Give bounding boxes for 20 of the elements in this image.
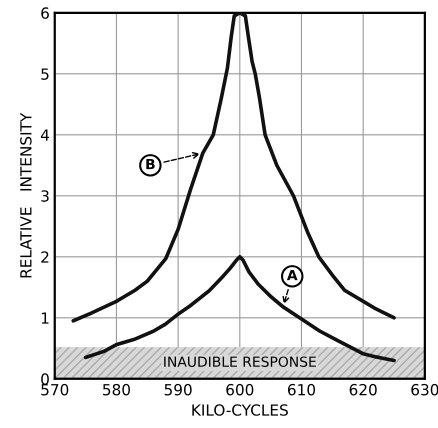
- x-tick-label: 590: [164, 384, 192, 396]
- y-tick-label: 3: [41, 190, 49, 202]
- y-tick-label: 1: [42, 312, 48, 324]
- annotation: B: [146, 159, 155, 170]
- y-tick-label: 4: [40, 129, 50, 141]
- x-tick-label: 580: [103, 384, 130, 396]
- x-tick-label: 630: [411, 384, 438, 396]
- y-tick-label: 5: [41, 68, 49, 80]
- x-tick-label: 570: [41, 384, 68, 396]
- line-series: [71, 12, 396, 323]
- y-tick-label: 2: [41, 251, 48, 263]
- x-tick-label: 610: [288, 384, 316, 396]
- annotation: A: [286, 270, 298, 280]
- y-axis-title: RELATIVE INTENSITY: [20, 112, 32, 278]
- y-tick-label: 6: [41, 7, 49, 19]
- x-tick-label: 600: [226, 384, 254, 396]
- y-tick-label: 0: [41, 373, 49, 385]
- band-label: INAUDIBLE RESPONSE: [164, 356, 316, 367]
- x-axis-title: KILO-CYCLES: [192, 404, 288, 416]
- x-tick-label: 620: [350, 384, 377, 396]
